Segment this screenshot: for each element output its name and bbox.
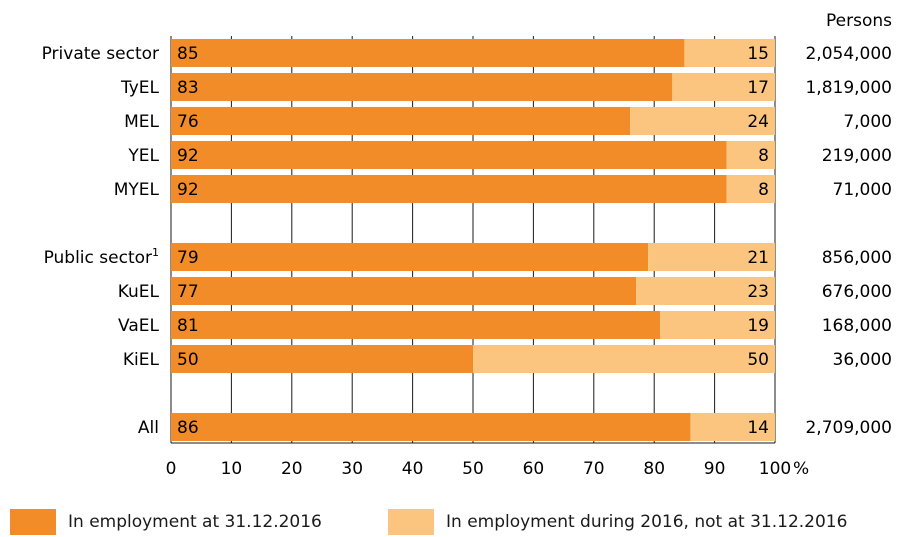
- value-label-employed-during-year-kiel: 50: [747, 350, 769, 370]
- bar-employed-at-year-end-vael: [171, 311, 661, 339]
- category-label-myel: MYEL: [114, 180, 160, 200]
- x-tick-label-70: 70: [583, 459, 605, 479]
- value-label-employed-at-year-end-all: 86: [177, 418, 199, 438]
- category-label-kuel: KuEL: [118, 282, 160, 302]
- bar-employed-at-year-end-tyel: [171, 73, 673, 101]
- category-label-kiel: KiEL: [123, 350, 160, 370]
- persons-value-mel: 7,000: [843, 112, 892, 132]
- value-label-employed-at-year-end-yel: 92: [177, 146, 199, 166]
- bar-employed-during-year-yel: [726, 141, 775, 169]
- persons-value-public-sector: 856,000: [822, 248, 892, 268]
- bar-employed-during-year-all: [690, 413, 775, 441]
- value-label-employed-during-year-yel: 8: [758, 146, 769, 166]
- bar-employed-during-year-kuel: [636, 277, 775, 305]
- x-tick-label-50: 50: [462, 459, 484, 479]
- value-label-employed-during-year-tyel: 17: [747, 78, 769, 98]
- value-label-employed-at-year-end-public-sector: 79: [177, 248, 199, 268]
- footnote-marker: 1: [152, 246, 159, 259]
- labels: 85 15 Private sector 2,054,000 83 17 TyEL 1,819…: [42, 44, 892, 438]
- bar-employed-at-year-end-kiel: [171, 345, 473, 373]
- persons-value-vael: 168,000: [822, 316, 892, 336]
- persons-value-yel: 219,000: [822, 146, 892, 166]
- category-label-mel: MEL: [124, 112, 159, 132]
- x-tick-label-90: 90: [704, 459, 726, 479]
- persons-value-all: 2,709,000: [805, 418, 892, 438]
- bar-employed-at-year-end-public-sector: [171, 243, 649, 271]
- bar-employed-at-year-end-all: [171, 413, 691, 441]
- bar-employed-at-year-end-myel: [171, 175, 727, 203]
- value-label-employed-during-year-all: 14: [747, 418, 769, 438]
- legend-swatch-employed-during-year: [388, 509, 434, 535]
- bar-employed-during-year-kiel: [473, 345, 775, 373]
- x-tick-label-40: 40: [402, 459, 424, 479]
- x-tick-label-100: 100: [759, 459, 791, 479]
- category-label-vael: VaEL: [118, 316, 159, 336]
- x-tick-label-10: 10: [221, 459, 243, 479]
- value-label-employed-at-year-end-tyel: 83: [177, 78, 199, 98]
- x-axis-unit: %: [793, 459, 809, 479]
- stacked-bar-chart: 85 15 Private sector 2,054,000 83 17 TyEL 1,819…: [42, 11, 893, 479]
- bar-employed-at-year-end-private-sector: [171, 39, 685, 67]
- value-label-employed-at-year-end-myel: 92: [177, 180, 199, 200]
- bar-employed-during-year-private-sector: [684, 39, 775, 67]
- bar-employed-at-year-end-mel: [171, 107, 631, 135]
- bar-employed-during-year-public-sector: [648, 243, 775, 271]
- x-tick-label-20: 20: [281, 459, 303, 479]
- value-label-employed-at-year-end-private-sector: 85: [177, 44, 199, 64]
- legend-item-employed-during-year: In employment during 2016, not at 31.12.…: [388, 509, 847, 535]
- x-tick-label-60: 60: [523, 459, 545, 479]
- value-label-employed-at-year-end-kuel: 77: [177, 282, 199, 302]
- value-label-employed-during-year-kuel: 23: [747, 282, 769, 302]
- legend-label-employed-during-year: In employment during 2016, not at 31.12.…: [446, 512, 848, 532]
- persons-value-myel: 71,000: [833, 180, 892, 200]
- persons-header: Persons: [826, 11, 892, 31]
- legend: In employment at 31.12.2016 In employmen…: [0, 509, 921, 537]
- persons-value-tyel: 1,819,000: [805, 78, 892, 98]
- bar-employed-during-year-vael: [660, 311, 775, 339]
- value-label-employed-during-year-myel: 8: [758, 180, 769, 200]
- bar-employed-at-year-end-yel: [171, 141, 727, 169]
- legend-item-employed-at-year-end: In employment at 31.12.2016: [10, 509, 322, 535]
- x-axis: 0 10 20 30 40 50 60 70 80 90 100%: [166, 442, 809, 479]
- legend-swatch-employed-at-year-end: [10, 509, 56, 535]
- persons-value-kiel: 36,000: [833, 350, 892, 370]
- bar-employed-during-year-tyel: [672, 73, 775, 101]
- category-label-tyel: TyEL: [120, 78, 160, 98]
- legend-label-employed-at-year-end: In employment at 31.12.2016: [68, 512, 322, 532]
- persons-value-private-sector: 2,054,000: [805, 44, 892, 64]
- value-label-employed-during-year-public-sector: 21: [747, 248, 769, 268]
- persons-value-kuel: 676,000: [822, 282, 892, 302]
- category-label-yel: YEL: [127, 146, 159, 166]
- x-tick-label-30: 30: [341, 459, 363, 479]
- category-label-public-sector: Public sector1: [44, 246, 159, 268]
- bars: [171, 39, 775, 441]
- value-label-employed-during-year-vael: 19: [747, 316, 769, 336]
- value-label-employed-at-year-end-vael: 81: [177, 316, 199, 336]
- bar-employed-at-year-end-kuel: [171, 277, 637, 305]
- value-label-employed-during-year-mel: 24: [747, 112, 769, 132]
- value-label-employed-at-year-end-mel: 76: [177, 112, 199, 132]
- category-label-all: All: [138, 418, 159, 438]
- bar-employed-during-year-mel: [630, 107, 775, 135]
- x-tick-label-80: 80: [643, 459, 665, 479]
- value-label-employed-during-year-private-sector: 15: [747, 44, 769, 64]
- category-label-private-sector: Private sector: [42, 44, 159, 64]
- gridlines: [170, 36, 776, 443]
- x-tick-label-0: 0: [166, 459, 177, 479]
- bar-employed-during-year-myel: [726, 175, 775, 203]
- value-label-employed-at-year-end-kiel: 50: [177, 350, 199, 370]
